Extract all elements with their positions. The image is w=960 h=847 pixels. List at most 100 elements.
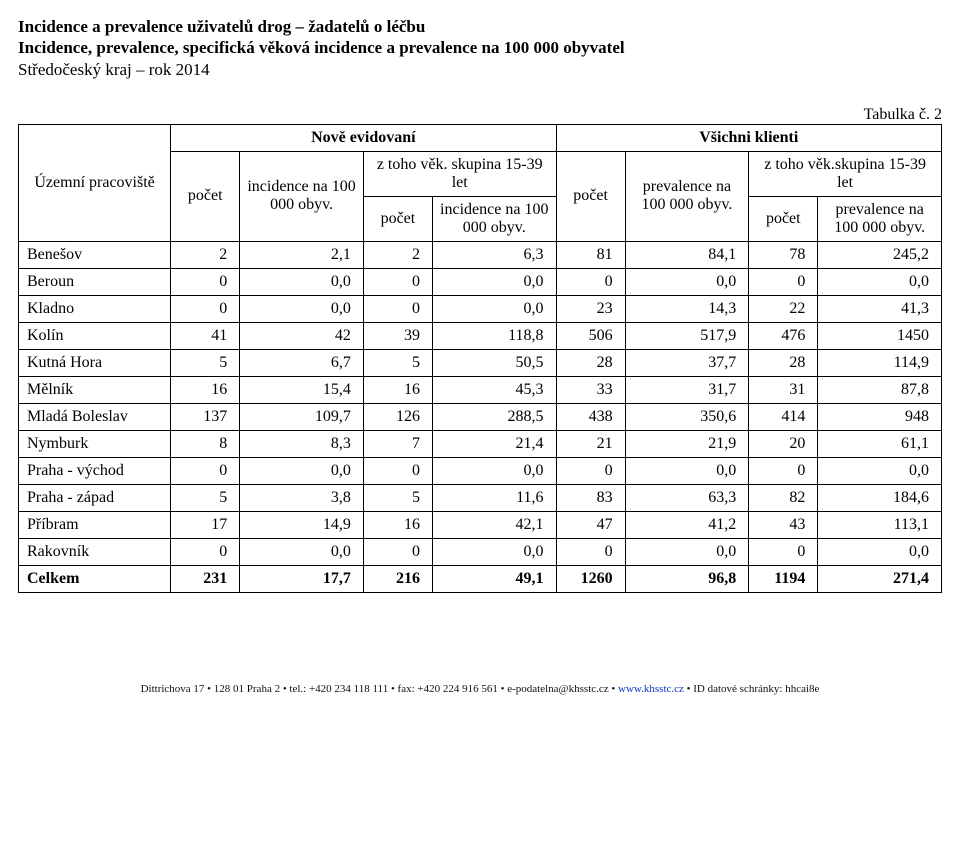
row-label: Nymburk [19, 430, 171, 457]
cell: 0,0 [818, 268, 942, 295]
table-row: Beroun00,000,000,000,0 [19, 268, 942, 295]
cell: 16 [363, 376, 432, 403]
cell: 11,6 [432, 484, 556, 511]
cell: 0,0 [625, 457, 749, 484]
row-label: Mělník [19, 376, 171, 403]
cell: 0 [363, 457, 432, 484]
cell: 0 [171, 268, 240, 295]
page-footer: Dittrichova 17 • 128 01 Praha 2 • tel.: … [18, 683, 942, 695]
cell: 0 [171, 295, 240, 322]
cell: 87,8 [818, 376, 942, 403]
data-table: Územní pracoviště Nově evidovaní Všichni… [18, 124, 942, 593]
footer-address: Dittrichova 17 • 128 01 Praha 2 • tel.: … [141, 683, 618, 695]
cell-total: 17,7 [240, 565, 364, 592]
table-row: Kladno00,000,02314,32241,3 [19, 295, 942, 322]
cell: 113,1 [818, 511, 942, 538]
cell-total: 231 [171, 565, 240, 592]
row-label: Benešov [19, 241, 171, 268]
cell: 42,1 [432, 511, 556, 538]
cell: 6,7 [240, 349, 364, 376]
cell: 31 [749, 376, 818, 403]
cell: 414 [749, 403, 818, 430]
cell: 16 [171, 376, 240, 403]
row-label: Praha - západ [19, 484, 171, 511]
col-prev-2: prevalence na 100 000 obyv. [818, 196, 942, 241]
cell: 14,9 [240, 511, 364, 538]
cell: 5 [363, 349, 432, 376]
cell: 126 [363, 403, 432, 430]
col-count-4: počet [749, 196, 818, 241]
table-row: Kolín414239118,8506517,94761450 [19, 322, 942, 349]
cell: 517,9 [625, 322, 749, 349]
cell: 50,5 [432, 349, 556, 376]
cell: 37,7 [625, 349, 749, 376]
cell: 23 [556, 295, 625, 322]
cell: 0 [556, 457, 625, 484]
region-line: Středočeský kraj – rok 2014 [18, 59, 942, 80]
cell: 2 [171, 241, 240, 268]
cell: 8,3 [240, 430, 364, 457]
cell: 948 [818, 403, 942, 430]
cell: 1450 [818, 322, 942, 349]
cell: 0,0 [240, 295, 364, 322]
cell: 288,5 [432, 403, 556, 430]
cell: 0,0 [625, 538, 749, 565]
cell: 17 [171, 511, 240, 538]
row-label: Praha - východ [19, 457, 171, 484]
cell: 0,0 [818, 457, 942, 484]
row-label: Kolín [19, 322, 171, 349]
cell: 2,1 [240, 241, 364, 268]
cell: 0,0 [240, 268, 364, 295]
group-new-header: Nově evidovaní [171, 124, 556, 151]
cell: 21,4 [432, 430, 556, 457]
row-label: Mladá Boleslav [19, 403, 171, 430]
cell: 41,3 [818, 295, 942, 322]
cell-total: 216 [363, 565, 432, 592]
table-row: Nymburk88,3721,42121,92061,1 [19, 430, 942, 457]
table-row: Rakovník00,000,000,000,0 [19, 538, 942, 565]
col-count-1: počet [171, 151, 240, 241]
cell: 14,3 [625, 295, 749, 322]
cell: 438 [556, 403, 625, 430]
cell: 15,4 [240, 376, 364, 403]
col-inc-1: incidence na 100 000 obyv. [240, 151, 364, 241]
cell: 5 [363, 484, 432, 511]
cell: 45,3 [432, 376, 556, 403]
cell: 28 [749, 349, 818, 376]
table-row-total: Celkem23117,721649,1126096,81194271,4 [19, 565, 942, 592]
sub-age-2: z toho věk.skupina 15-39 let [749, 151, 942, 196]
cell: 0 [171, 538, 240, 565]
cell: 0,0 [240, 538, 364, 565]
cell: 109,7 [240, 403, 364, 430]
page-title: Incidence a prevalence uživatelů drog – … [18, 16, 942, 37]
cell: 137 [171, 403, 240, 430]
col-inc-2: incidence na 100 000 obyv. [432, 196, 556, 241]
cell: 20 [749, 430, 818, 457]
cell: 0 [363, 295, 432, 322]
cell: 84,1 [625, 241, 749, 268]
table-row: Kutná Hora56,7550,52837,728114,9 [19, 349, 942, 376]
table-row: Benešov22,126,38184,178245,2 [19, 241, 942, 268]
cell: 21 [556, 430, 625, 457]
col-count-3: počet [556, 151, 625, 241]
cell: 42 [240, 322, 364, 349]
cell: 28 [556, 349, 625, 376]
cell: 5 [171, 349, 240, 376]
cell-total: 1194 [749, 565, 818, 592]
cell: 118,8 [432, 322, 556, 349]
cell: 81 [556, 241, 625, 268]
cell: 63,3 [625, 484, 749, 511]
cell: 0 [749, 457, 818, 484]
cell: 0,0 [818, 538, 942, 565]
title-block: Incidence a prevalence uživatelů drog – … [18, 16, 942, 80]
corner-header: Územní pracoviště [19, 124, 171, 241]
cell: 0 [556, 268, 625, 295]
row-label: Příbram [19, 511, 171, 538]
cell: 184,6 [818, 484, 942, 511]
cell: 0 [363, 538, 432, 565]
cell: 0,0 [432, 457, 556, 484]
cell: 16 [363, 511, 432, 538]
table-head: Územní pracoviště Nově evidovaní Všichni… [19, 124, 942, 241]
cell: 0,0 [432, 538, 556, 565]
cell-total: 271,4 [818, 565, 942, 592]
